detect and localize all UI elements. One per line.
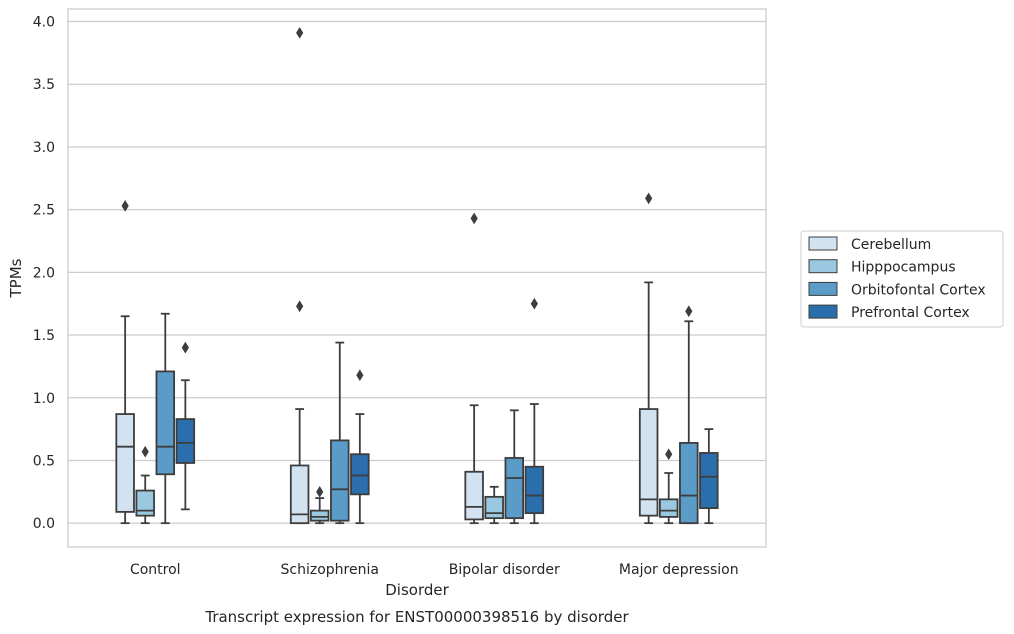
x-tick-label: Bipolar disorder	[449, 562, 560, 578]
box-layer	[115, 26, 719, 525]
box-iqr	[350, 453, 370, 496]
box-cerebellum	[115, 200, 135, 525]
legend-label: Prefrontal Cortex	[851, 305, 970, 321]
box-iqr	[679, 442, 699, 525]
legend-swatch	[808, 281, 838, 296]
legend-frame	[800, 230, 1004, 328]
box-iqr	[115, 413, 135, 513]
box-orbitofontal-cortex	[330, 341, 350, 525]
y-tick-label: 2.5	[33, 203, 55, 219]
outlier-point	[645, 192, 653, 205]
y-tick-label: 3.0	[33, 140, 55, 156]
box-orbitofontal-cortex	[679, 305, 699, 525]
box-cerebellum	[289, 26, 310, 525]
outlier-point	[316, 485, 324, 498]
legend: Cerebellum Hipppocampus Orbitofontal Corte…	[800, 230, 1004, 328]
legend-item: Hipppocampus	[808, 259, 956, 276]
outlier-point	[141, 445, 149, 458]
box-prefrontal-cortex	[175, 341, 196, 511]
outlier-point	[685, 305, 693, 318]
box-hipppocampus	[484, 485, 504, 525]
y-tick-label: 0.5	[33, 453, 55, 469]
legend-label: Cerebellum	[851, 237, 931, 253]
outlier-point	[356, 369, 364, 382]
y-tick-labels: 0.0 0.5 1.0 1.5 2.0 2.5 3.0 3.5 4.0	[33, 15, 55, 533]
outlier-point	[296, 300, 304, 313]
outlier-point	[530, 297, 538, 310]
y-tick-label: 1.5	[33, 328, 55, 344]
box-iqr	[658, 498, 679, 518]
box-iqr	[155, 370, 176, 476]
box-iqr	[484, 495, 504, 520]
box-iqr	[464, 470, 484, 521]
legend-swatch	[808, 236, 838, 251]
chart-caption: Transcript expression for ENST0000039851…	[204, 608, 629, 626]
box-hipppocampus	[658, 448, 679, 525]
legend-swatch	[808, 259, 838, 274]
box-hipppocampus	[135, 445, 155, 525]
legend-item: Orbitofontal Cortex	[808, 281, 986, 298]
x-tick-label: Schizophrenia	[281, 562, 379, 578]
legend-items: Cerebellum Hipppocampus Orbitofontal Corte…	[808, 236, 986, 321]
box-cerebellum	[464, 212, 484, 525]
legend-label: Orbitofontal Cortex	[851, 282, 986, 298]
outlier-point	[470, 212, 478, 225]
outlier-point	[296, 26, 304, 39]
box-prefrontal-cortex	[350, 369, 370, 525]
legend-swatch	[808, 304, 838, 319]
y-tick-label: 3.5	[33, 77, 55, 93]
outlier-point	[121, 200, 129, 212]
y-tick-label: 0.0	[33, 516, 55, 532]
box-prefrontal-cortex	[524, 297, 545, 525]
x-tick-label: Control	[130, 562, 181, 578]
box-prefrontal-cortex	[699, 428, 719, 525]
y-axis-label: TPMs	[7, 258, 25, 298]
y-tick-label: 2.0	[33, 265, 55, 281]
box-iqr	[330, 439, 350, 522]
legend-label: Hipppocampus	[851, 260, 956, 276]
box-cerebellum	[638, 192, 659, 525]
x-tick-labels: Control Schizophrenia Bipolar disorder Majo…	[130, 562, 739, 578]
x-tick-label: Major depression	[619, 562, 739, 578]
outlier-point	[665, 448, 673, 461]
box-orbitofontal-cortex	[155, 312, 176, 525]
box-hipppocampus	[309, 485, 330, 525]
outlier-point	[181, 341, 189, 354]
box-iqr	[175, 418, 196, 464]
y-tick-label: 4.0	[33, 15, 55, 31]
box-orbitofontal-cortex	[504, 409, 525, 525]
box-iqr	[504, 457, 525, 520]
box-iqr	[135, 489, 155, 517]
box-iqr	[309, 509, 330, 522]
legend-item: Cerebellum	[808, 236, 931, 253]
box-iqr	[699, 452, 719, 510]
box-iqr	[289, 464, 310, 525]
box-iqr	[638, 408, 659, 517]
box-iqr	[524, 465, 545, 515]
legend-item: Prefrontal Cortex	[808, 304, 970, 321]
plot-frame	[67, 8, 767, 548]
y-tick-label: 1.0	[33, 391, 55, 407]
x-axis-label: Disorder	[385, 581, 449, 599]
